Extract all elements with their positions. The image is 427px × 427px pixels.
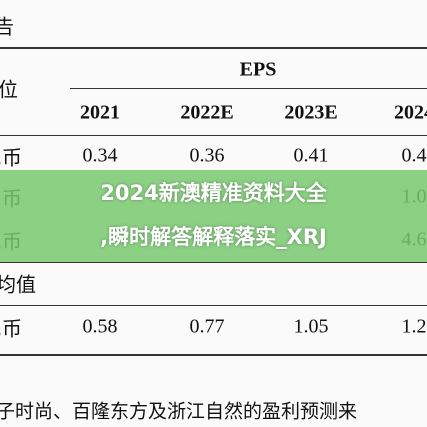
row-label: 民币 [0, 318, 22, 341]
group-header: EPS [239, 58, 277, 81]
cell: 1.2 [401, 315, 427, 338]
cell: 0.34 [82, 144, 118, 167]
banner-line: ,瞬时解答解释落实_XRJ [100, 225, 327, 249]
row-label: 民币 [0, 147, 22, 170]
banner: 2024新澳精准资料大全 ,瞬时解答解释落实_XRJ [0, 170, 427, 262]
cell: 0.41 [293, 144, 329, 167]
column-header: 2021 [80, 101, 120, 124]
cell: 0.77 [189, 315, 225, 338]
header-rule [0, 135, 427, 136]
cell: 0.4 [401, 144, 427, 167]
footer-text: 子时尚、百隆东方及浙江自然的盈利预测来 [0, 401, 358, 423]
cell: 0.58 [82, 315, 118, 338]
row-label: 均值 [0, 274, 36, 297]
column-header: 2024 [394, 101, 427, 124]
column-header: 2022E [180, 101, 234, 124]
cell: 0.36 [189, 144, 225, 167]
group-rule [70, 88, 427, 89]
row-header: 位 [0, 79, 18, 102]
top-rule [0, 47, 427, 49]
cell: 1.05 [293, 315, 329, 338]
section-rule [0, 262, 427, 263]
banner-line: 2024新澳精准资料大全 [100, 181, 327, 205]
column-header: 2023E [284, 101, 338, 124]
title-fragment: 告 [0, 16, 14, 39]
bottom-rule [0, 354, 427, 356]
section-rule [0, 305, 427, 306]
